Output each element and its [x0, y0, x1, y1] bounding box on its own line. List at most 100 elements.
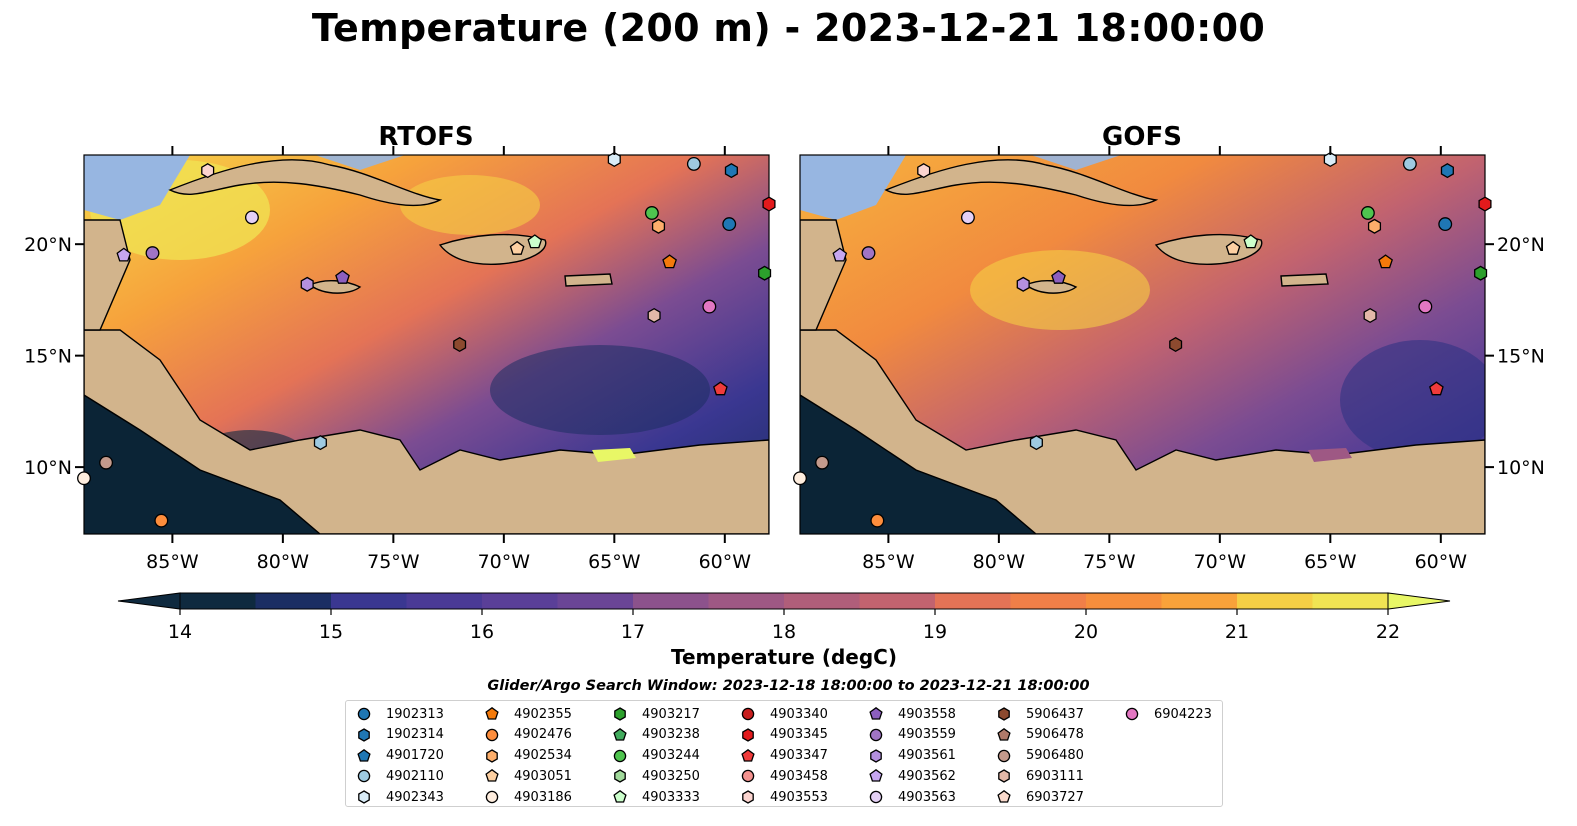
circle-marker-icon	[997, 749, 1011, 762]
platform-marker	[527, 234, 543, 249]
legend-item: 1902314	[356, 725, 444, 745]
legend-item: 4903561	[868, 746, 956, 766]
pentagon-marker-icon	[869, 769, 883, 783]
colorbar-segment	[708, 593, 785, 609]
legend-item: 4903345	[740, 725, 828, 745]
bahamas-shelf	[315, 155, 405, 170]
platform-marker	[832, 247, 848, 262]
y-tick-label: 15°N	[24, 346, 72, 368]
legend-item: 4903051	[484, 766, 572, 786]
hexagon-marker-icon	[614, 707, 626, 721]
y-tick-label: 20°N	[24, 234, 72, 256]
legend-item-label: 4903458	[770, 768, 828, 784]
pentagon-marker-icon	[485, 769, 499, 783]
colorbar-tick-label: 17	[621, 621, 645, 643]
platform-marker	[1169, 336, 1183, 353]
colorbar-tick-label: 18	[772, 621, 796, 643]
legend-item-label: 4903340	[770, 706, 828, 722]
circle-marker-icon	[613, 749, 627, 762]
central-south-america-land	[84, 329, 769, 534]
shelf-region	[800, 155, 906, 220]
puerto-rico-land	[564, 273, 613, 287]
panel-title-gofs: GOFS	[1102, 122, 1182, 152]
platform-marker	[870, 513, 885, 528]
legend-item-label: 4903562	[898, 768, 956, 784]
platform-marker	[917, 163, 931, 179]
colorbar-extend-min	[117, 592, 181, 610]
legend-item-label: 6903111	[1026, 768, 1084, 784]
hexagon-marker-icon	[998, 769, 1010, 784]
legend-item-label: 5906478	[1026, 727, 1084, 743]
pentagon-marker-icon	[997, 790, 1011, 803]
legend-item-label: 5906480	[1026, 748, 1084, 764]
colorbar-segment	[482, 593, 558, 609]
x-tick-label: 75°W	[1083, 551, 1136, 573]
legend-item: 4903562	[868, 766, 956, 786]
x-tick-label: 65°W	[588, 551, 641, 573]
colorbar-tick-label: 15	[319, 621, 343, 643]
platform-marker	[662, 254, 677, 269]
map-frame	[799, 154, 1486, 535]
colorbar-tick-label: 22	[1376, 621, 1400, 643]
legend-item-label: 4903559	[898, 727, 956, 743]
platform-marker	[722, 217, 737, 232]
pentagon-marker-icon	[741, 748, 755, 762]
platform-marker	[861, 246, 876, 261]
jamaica-land	[1024, 280, 1078, 294]
platform-marker	[154, 513, 169, 528]
legend-item-label: 4902355	[514, 706, 572, 722]
platform-marker	[1474, 265, 1488, 281]
pentagon-marker-icon	[485, 706, 499, 720]
platform-marker	[1438, 217, 1453, 232]
legend-item-label: 4903333	[642, 789, 700, 805]
legend-item: 4903340	[740, 704, 828, 724]
circle-marker-icon	[357, 770, 371, 783]
pentagon-marker-icon	[997, 727, 1011, 741]
yucatan-land	[800, 219, 847, 331]
legend-item-label: 6903727	[1026, 789, 1084, 805]
platform-marker	[313, 435, 327, 451]
legend-item: 6903727	[996, 787, 1084, 807]
colorbar-label: Temperature (degC)	[671, 645, 897, 669]
legend-item-label: 4903051	[514, 768, 572, 784]
hexagon-marker-icon	[998, 707, 1010, 721]
legend-item: 4903563	[868, 787, 956, 807]
hexagon-marker-icon	[614, 769, 626, 784]
platform-marker	[724, 163, 738, 179]
legend-item-label: 4902534	[514, 748, 572, 764]
legend-item: 4901720	[356, 746, 444, 766]
colorbar-tick-label: 20	[1074, 621, 1098, 643]
legend-item: 4902110	[356, 766, 444, 786]
search-window-caption: Glider/Argo Search Window: 2023-12-18 18…	[487, 678, 1090, 694]
cuba-land	[168, 159, 443, 207]
legend-item: 5906478	[996, 725, 1084, 745]
platform-marker	[793, 471, 807, 486]
y-tick-label: 20°N	[1497, 234, 1545, 256]
x-tick-label: 85°W	[862, 551, 915, 573]
colorbar-tick-label: 14	[168, 621, 192, 643]
colorbar-segment	[935, 593, 1011, 609]
hispaniola-land	[1154, 233, 1263, 266]
legend-item-label: 4903563	[898, 789, 956, 805]
colorbar-segment	[406, 593, 483, 609]
x-tick-label: 65°W	[1304, 551, 1357, 573]
colorbar-segment	[1237, 593, 1313, 609]
shelf-region	[84, 155, 190, 220]
legend-item: 4902355	[484, 704, 572, 724]
colorbar-segment	[859, 593, 936, 609]
legend-item: 5906437	[996, 704, 1084, 724]
legend-item: 4903186	[484, 787, 572, 807]
platform-marker	[116, 247, 132, 262]
legend-item-label: 4903558	[898, 706, 956, 722]
circle-marker-icon	[1125, 707, 1139, 721]
platform-marker	[1440, 163, 1454, 179]
legend-item-label: 4903345	[770, 727, 828, 743]
colorbar-segment	[1312, 593, 1389, 609]
hispaniola-land	[438, 233, 547, 266]
platform-marker	[244, 210, 259, 225]
legend-item: 4903558	[868, 704, 956, 724]
legend-item: 1902313	[356, 704, 444, 724]
platform-marker	[607, 151, 621, 168]
legend-item: 4903250	[612, 766, 700, 786]
